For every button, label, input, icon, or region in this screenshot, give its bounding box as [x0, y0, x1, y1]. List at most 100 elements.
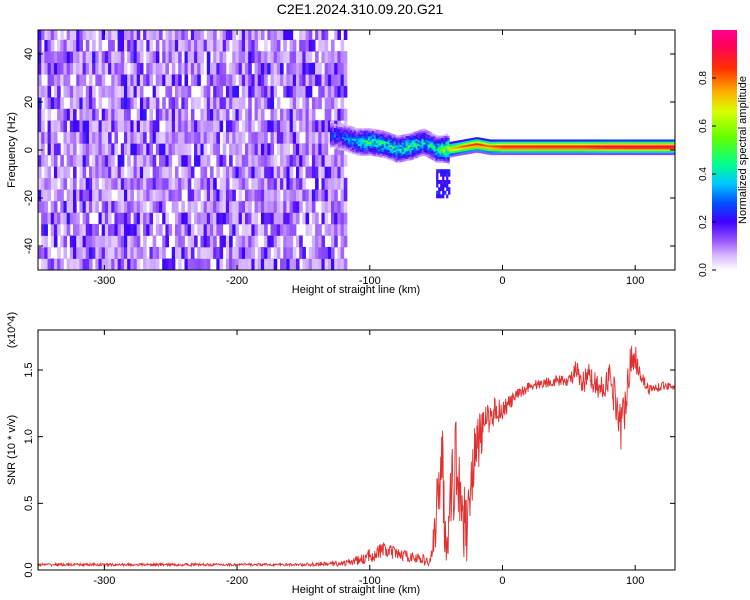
spectrogram-noise-cell [123, 143, 128, 156]
spectrogram-ridge-cell [387, 132, 390, 135]
spectrogram-ridge-cell [471, 147, 474, 150]
spectrogram-ridge-cell [401, 144, 404, 147]
spectrogram-noise-cell [178, 189, 182, 202]
spectrogram-ridge-cell [546, 152, 550, 156]
spectrogram-ridge-cell [457, 142, 460, 145]
spectrogram-noise-cell [171, 108, 176, 121]
spectrogram-noise-cell [241, 246, 246, 259]
spectrogram-noise-cell [127, 51, 131, 64]
spectrogram-noise-cell [120, 258, 125, 270]
spectrogram-ridge-cell [550, 152, 554, 156]
spectrogram-noise-cell [270, 51, 275, 64]
spectrogram-ridge-cell [461, 153, 464, 156]
spectrogram-ridge-cell [405, 143, 408, 146]
spectrogram-ridge-cell [447, 158, 450, 161]
spectrogram-noise-cell [334, 212, 338, 225]
spectrogram-noise-cell [50, 131, 55, 144]
spectrogram-ridge-cell [644, 143, 647, 146]
spectrogram-ridge-cell [584, 139, 588, 142]
spectrogram-ridge-cell [433, 155, 436, 158]
spectrogram-noise-cell [98, 212, 103, 225]
spectrogram-noise-cell [165, 131, 169, 144]
spectrogram-ridge-cell [355, 147, 359, 150]
spectrogram-ridge-cell [531, 147, 534, 150]
spectrogram-ridge-cell [441, 160, 444, 163]
spectrogram-noise-cell [98, 51, 103, 64]
spectrogram-ridge-cell [475, 150, 478, 153]
spectrogram-ridge-cell [471, 151, 474, 154]
spectrogram-noise-cell [168, 39, 173, 52]
spectrogram-noise-cell [120, 51, 125, 64]
spectrogram-noise-cell [79, 154, 83, 167]
spectrogram-ridge-cell [521, 149, 524, 152]
spectrogram-noise-cell [273, 154, 278, 167]
spectrogram-ridge-cell [523, 150, 526, 154]
spectrogram-ridge-cell [471, 139, 474, 143]
spectrogram-ridge-cell [421, 130, 424, 134]
spectrogram-ridge-cell [381, 153, 384, 156]
spectrogram-ridge-cell [624, 141, 627, 144]
spectrogram-ridge-cell [534, 141, 538, 144]
spectrogram-ridge-cell [529, 149, 532, 152]
spectrogram-ridge-cell [427, 146, 430, 149]
spectrogram-ridge-cell [389, 158, 392, 161]
spectrogram-ridge-cell [477, 150, 480, 153]
spectrogram-noise-cell [60, 108, 64, 121]
spectrogram-ridge-cell [391, 145, 394, 148]
spectrogram-ridge-cell [521, 141, 524, 144]
spectrogram-noise-cell [69, 85, 74, 98]
spectrogram-noise-cell [267, 97, 271, 110]
spectrogram-noise-cell [143, 97, 147, 110]
spectrogram-ridge-cell [333, 141, 337, 144]
spectrogram-noise-cell [120, 120, 125, 133]
spectrogram-noise-cell [149, 120, 154, 133]
spectrogram-noise-cell [318, 166, 322, 179]
spectrogram-ridge-cell [421, 132, 424, 135]
spectrogram-noise-cell [69, 120, 74, 133]
spectrogram-noise-cell [101, 246, 106, 259]
spectrogram-noise-cell [130, 30, 134, 40]
spectrogram-noise-cell [206, 108, 211, 121]
spectrogram-noise-cell [286, 189, 291, 202]
spectrogram-ridge-cell [383, 152, 386, 155]
spectrogram-noise-cell [206, 200, 211, 213]
spectrogram-ridge-cell [646, 143, 649, 146]
spectrogram-noise-cell [248, 74, 252, 87]
spectrogram-noise-cell [219, 235, 224, 248]
spectrogram-noise-cell [248, 143, 252, 156]
spectrogram-ridge-cell [399, 150, 402, 153]
spectrogram-ridge-cell [353, 146, 357, 149]
spectrogram-noise-cell [257, 108, 262, 121]
spectrogram-ridge-cell [588, 145, 592, 148]
spectrogram-noise-cell [88, 108, 93, 121]
spectrogram-ridge-cell [399, 158, 402, 161]
spectrogram-ridge-cell [393, 140, 396, 143]
spectrogram-noise-cell [149, 108, 154, 121]
spectrogram-ridge-cell [409, 144, 412, 147]
spectrogram-ridge-cell [527, 145, 530, 148]
spectrogram-noise-cell [92, 131, 96, 144]
spectrogram-noise-cell [197, 177, 201, 190]
spectrogram-ridge-cell [407, 133, 410, 136]
spectrogram-ridge-cell [554, 150, 558, 154]
spectrogram-ridge-cell [401, 140, 404, 143]
spectrogram-ridge-cell [481, 145, 484, 148]
spectrogram-noise-cell [123, 246, 128, 259]
spectrogram-noise-cell [219, 258, 224, 270]
spectrogram-ridge-cell [409, 154, 412, 157]
spectrogram-noise-cell [85, 143, 90, 156]
spectrogram-noise-cell [76, 120, 80, 133]
spectrogram-noise-cell [92, 30, 96, 40]
spectrogram-ridge-cell [610, 139, 613, 142]
spectrogram-ridge-cell [529, 147, 532, 150]
spectrogram-noise-cell [130, 39, 134, 52]
spectrogram-noise-cell [178, 39, 182, 52]
spectrogram-ridge-cell [347, 138, 351, 141]
spectrogram-noise-cell [44, 51, 48, 64]
spectrogram-noise-cell [305, 212, 310, 225]
spectrogram-ridge-cell [620, 143, 623, 146]
spectrogram-ridge-cell [423, 151, 426, 155]
spectrogram-ridge-cell [622, 139, 625, 142]
spectrogram-noise-cell [143, 108, 147, 121]
spectrogram-noise-cell [82, 108, 87, 121]
